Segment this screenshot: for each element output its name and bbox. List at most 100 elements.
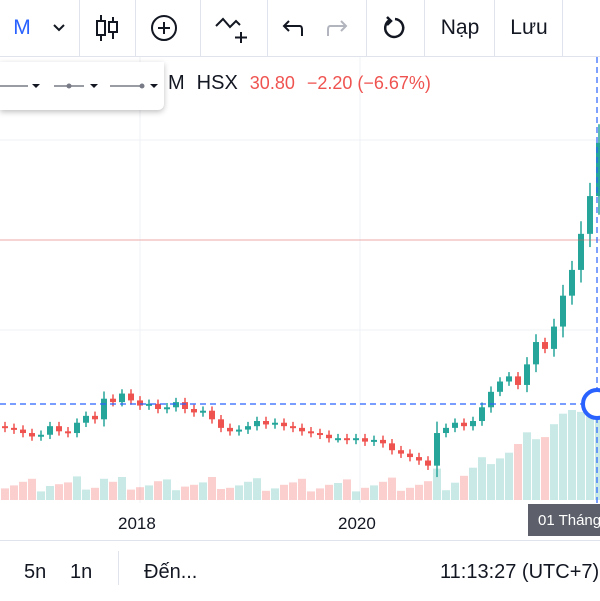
volume-bar xyxy=(181,486,189,500)
candle-body xyxy=(542,342,548,349)
volume-bar xyxy=(523,432,531,500)
undo-icon[interactable] xyxy=(267,0,316,56)
candle-body xyxy=(173,402,179,408)
volume-bar xyxy=(199,482,207,500)
volume-bar xyxy=(505,452,513,500)
candle-body xyxy=(389,443,395,451)
volume-bar xyxy=(91,487,99,500)
candle-body xyxy=(317,433,323,436)
volume-bar xyxy=(19,481,27,500)
interval-button[interactable]: M xyxy=(13,16,31,39)
volume-bar xyxy=(559,413,567,500)
candle-body xyxy=(461,422,467,427)
volume-bar xyxy=(163,479,171,500)
chart-type-candles-icon[interactable] xyxy=(79,0,134,56)
candle-body xyxy=(362,438,368,442)
candle-body xyxy=(263,421,269,425)
volume-bar xyxy=(370,485,378,500)
volume-bar xyxy=(532,439,540,500)
volume-bar xyxy=(325,484,333,500)
candle-body xyxy=(353,438,359,441)
candle-body xyxy=(65,431,71,434)
candle-body xyxy=(533,342,539,365)
last-price: 30.80 xyxy=(249,73,295,93)
crosshair-drag-handle[interactable] xyxy=(581,388,600,420)
volume-bar xyxy=(100,478,108,500)
volume-bar xyxy=(109,481,117,500)
candle-body xyxy=(236,429,242,432)
candle-body xyxy=(443,427,449,434)
volume-bar xyxy=(64,482,72,500)
candle-body xyxy=(254,421,260,427)
save-button[interactable]: Lưu xyxy=(494,0,563,56)
candle-body xyxy=(407,453,413,458)
clock-timezone[interactable]: 11:13:27 (UTC+7) xyxy=(440,561,600,583)
candle-body xyxy=(11,427,17,430)
candle-body xyxy=(326,434,332,439)
volume-bar xyxy=(208,477,216,500)
line-color-picker[interactable] xyxy=(0,70,46,102)
candle-body xyxy=(227,427,233,432)
candle-body xyxy=(2,426,8,429)
chevron-down-icon[interactable] xyxy=(44,0,74,56)
candle-body xyxy=(434,433,440,466)
candle-body xyxy=(128,393,134,401)
candle-body xyxy=(578,233,584,270)
crosshair-date-label: 01 Tháng xyxy=(528,504,600,536)
candle-body xyxy=(560,295,566,327)
add-indicator-icon[interactable] xyxy=(135,0,192,56)
volume-bar xyxy=(433,468,441,500)
candle-body xyxy=(101,398,107,420)
candle-body xyxy=(218,419,224,428)
price-chart[interactable] xyxy=(0,57,600,503)
candle-body xyxy=(470,421,476,427)
redo-icon[interactable] xyxy=(315,0,361,56)
candle-body xyxy=(200,410,206,413)
candle-body xyxy=(245,426,251,430)
volume-bar xyxy=(415,484,423,500)
volume-bar xyxy=(316,488,324,500)
candle-body xyxy=(308,431,314,434)
volume-bar xyxy=(406,487,414,500)
candle-body xyxy=(281,422,287,427)
toolbar-overflow[interactable] xyxy=(562,0,600,56)
volume-bar xyxy=(226,487,234,500)
refresh-button[interactable]: Nạp xyxy=(424,0,495,56)
candle-body xyxy=(155,403,161,409)
candle-series xyxy=(2,124,600,478)
volume-bar xyxy=(460,475,468,500)
volume-bar xyxy=(73,476,81,500)
goto-date-button[interactable]: Đến... xyxy=(144,561,198,583)
symbol-name[interactable]: M xyxy=(168,72,185,94)
range-5d-button[interactable]: 5n xyxy=(24,561,47,583)
candle-body xyxy=(119,393,125,403)
volume-bar xyxy=(586,410,594,500)
candle-body xyxy=(497,381,503,392)
volume-bar xyxy=(478,457,486,500)
line-style-panel xyxy=(0,62,164,110)
candle-body xyxy=(92,415,98,420)
candle-body xyxy=(209,410,215,420)
compare-symbol-icon[interactable] xyxy=(200,0,263,56)
volume-bar xyxy=(145,485,153,500)
volume-bar xyxy=(280,484,288,500)
candle-body xyxy=(515,376,521,385)
line-style-picker[interactable] xyxy=(108,70,160,102)
candle-body xyxy=(479,407,485,422)
line-width-picker[interactable] xyxy=(52,70,102,102)
range-1d-button[interactable]: 1n xyxy=(70,561,93,583)
volume-bar xyxy=(442,490,450,500)
candle-body xyxy=(344,438,350,441)
volume-bar xyxy=(217,489,225,500)
volume-bar xyxy=(397,490,405,500)
volume-bar xyxy=(568,410,576,500)
chart-canvas[interactable] xyxy=(0,57,600,503)
symbol-legend: M HSX 30.80 −2.20 (−6.67%) xyxy=(168,72,431,95)
candle-body xyxy=(335,438,341,441)
candle-body xyxy=(380,439,386,444)
x-axis-label-2020: 2020 xyxy=(338,514,376,533)
candle-body xyxy=(587,196,593,234)
reset-refresh-icon[interactable] xyxy=(366,0,423,56)
volume-bar xyxy=(28,478,36,500)
volume-bar xyxy=(82,489,90,500)
